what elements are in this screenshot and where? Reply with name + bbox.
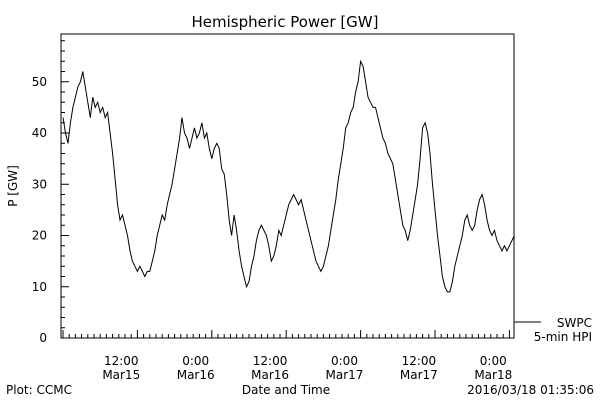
x-tick-time-label: 12:00 bbox=[402, 354, 437, 368]
x-tick-date-label: Mar17 bbox=[326, 368, 364, 382]
y-tick-label: 10 bbox=[32, 280, 47, 294]
chart-title: Hemispheric Power [GW] bbox=[192, 13, 379, 31]
x-tick-date-label: Mar16 bbox=[251, 368, 289, 382]
y-tick-label: 40 bbox=[32, 126, 47, 140]
y-axis-label: P [GW] bbox=[6, 165, 20, 207]
legend-label-5min-hpi: 5-min HPI bbox=[534, 330, 592, 344]
series-line-swpc bbox=[62, 59, 515, 293]
x-tick-time-label: 0:00 bbox=[331, 354, 358, 368]
y-tick-label: 20 bbox=[32, 229, 47, 243]
plot-frame bbox=[60, 33, 515, 339]
x-tick-time-label: 0:00 bbox=[480, 354, 507, 368]
x-tick-time-label: 12:00 bbox=[104, 354, 139, 368]
x-tick-time-label: 0:00 bbox=[182, 354, 209, 368]
footer-plot-credit: Plot: CCMC bbox=[6, 383, 72, 397]
x-tick-time-label: 12:00 bbox=[253, 354, 288, 368]
x-tick-date-label: Mar16 bbox=[177, 368, 215, 382]
legend-label-swpc: SWPC bbox=[557, 316, 592, 330]
x-axis-label: Date and Time bbox=[242, 383, 330, 397]
legend: SWPC 5-min HPI bbox=[514, 316, 592, 344]
x-tick-date-label: Mar17 bbox=[400, 368, 438, 382]
y-tick-label: 50 bbox=[32, 75, 47, 89]
x-tick-date-label: Mar15 bbox=[102, 368, 140, 382]
x-axis: 12:00Mar150:00Mar1612:00Mar160:00Mar1712… bbox=[62, 330, 512, 382]
x-tick-date-label: Mar18 bbox=[474, 368, 512, 382]
y-axis: 0 10 20 30 40 50 bbox=[32, 40, 69, 345]
y-tick-label: 30 bbox=[32, 177, 47, 191]
y-tick-label: 0 bbox=[39, 331, 47, 345]
footer-timestamp: 2016/03/18 01:35:06 bbox=[467, 383, 594, 397]
